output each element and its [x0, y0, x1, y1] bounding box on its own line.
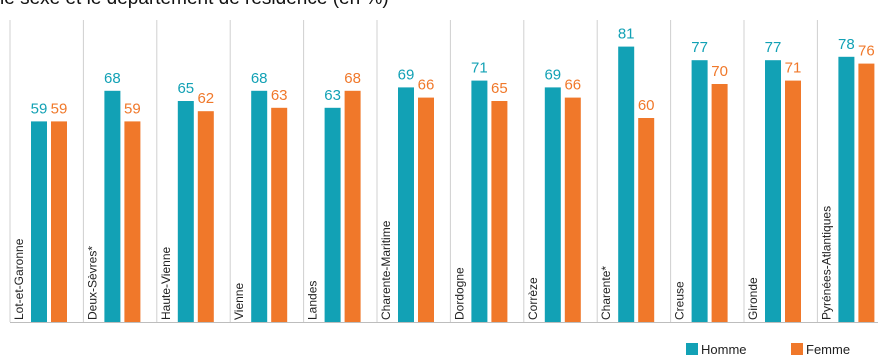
data-label-femme: 66: [564, 77, 581, 94]
bar-homme: [838, 56, 855, 323]
category-label: Landes: [306, 281, 320, 320]
data-label-homme: 65: [177, 80, 194, 97]
data-label-femme: 65: [491, 80, 508, 97]
data-label-homme: 81: [618, 26, 635, 43]
category-label: Charente-Maritime: [379, 220, 393, 320]
category-label: Creuse: [673, 281, 687, 320]
data-label-homme: 77: [765, 39, 782, 56]
data-label-femme: 70: [711, 63, 728, 80]
bar-femme: [271, 107, 288, 322]
category-label: Charente*: [599, 266, 613, 320]
data-label-homme: 69: [544, 66, 561, 83]
legend-item-femme: Femme: [791, 341, 850, 357]
category-label: Gironde: [746, 277, 760, 320]
bar-femme: [344, 90, 361, 322]
data-label-homme: 78: [838, 36, 855, 53]
category-label: Corrèze: [526, 277, 540, 320]
bar-homme: [31, 121, 47, 323]
bar-homme: [471, 80, 488, 322]
data-label-homme: 63: [324, 87, 341, 104]
bar-femme: [638, 118, 655, 322]
data-label-homme: 59: [31, 100, 48, 117]
bar-femme: [197, 111, 214, 322]
legend-swatch-femme: [791, 343, 803, 355]
category-label: Lot-et-Garonne: [12, 238, 26, 320]
data-label-femme: 59: [124, 100, 141, 117]
legend-item-homme: Homme: [686, 341, 747, 357]
data-label-homme: 68: [104, 70, 121, 87]
data-label-femme: 60: [638, 97, 655, 114]
bar-femme: [491, 101, 508, 322]
data-label-homme: 77: [691, 39, 708, 56]
bar-femme: [124, 121, 141, 323]
bar-homme: [691, 60, 708, 322]
category-label: Deux-Sèvres*: [85, 246, 99, 320]
data-label-femme: 62: [197, 90, 214, 107]
category-label: Pyrénées-Atlantiques: [819, 206, 833, 320]
category-label: Haute-Vienne: [159, 247, 173, 320]
bar-homme: [104, 90, 121, 322]
bar-femme: [564, 97, 581, 322]
data-label-homme: 71: [471, 60, 488, 77]
legend-swatch-homme: [686, 343, 698, 355]
data-label-femme: 66: [418, 77, 435, 94]
data-label-femme: 76: [858, 43, 875, 60]
bar-femme: [418, 97, 434, 322]
legend-label-femme: Femme: [806, 341, 851, 357]
chart-title: le sexe et le département de résidence (…: [0, 0, 389, 10]
bar-homme: [177, 101, 194, 322]
bar-homme: [618, 46, 635, 322]
bar-femme: [858, 63, 875, 322]
bar-homme: [765, 60, 781, 322]
data-label-femme: 63: [271, 87, 288, 104]
bar-femme: [51, 121, 67, 323]
data-label-homme: 69: [398, 66, 415, 83]
bar-homme: [398, 87, 414, 323]
category-label: Dordogne: [452, 267, 466, 320]
bar-femme: [785, 80, 801, 322]
legend-label-homme: Homme: [701, 341, 747, 357]
data-label-femme: 59: [51, 100, 68, 117]
bar-homme: [324, 107, 341, 322]
data-label-homme: 68: [251, 70, 268, 87]
bar-femme: [711, 84, 728, 322]
data-label-femme: 68: [344, 70, 361, 87]
category-label: Vienne: [232, 283, 246, 320]
bar-homme: [251, 90, 268, 322]
data-label-femme: 71: [785, 60, 802, 77]
bar-homme: [544, 87, 561, 323]
